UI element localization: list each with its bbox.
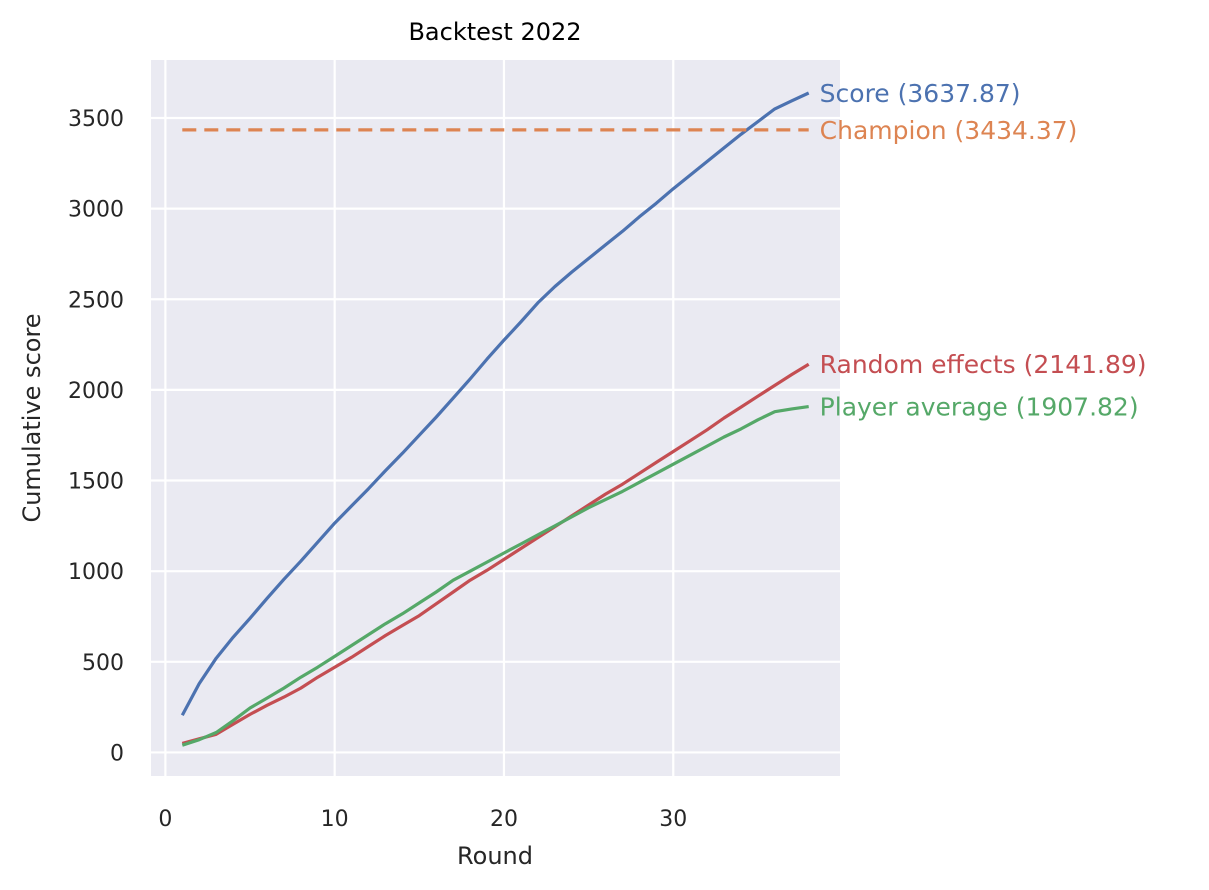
y-axis-label: Cumulative score: [18, 313, 46, 522]
end-label-score: Score (3637.87): [820, 79, 1021, 108]
y-tick-label: 500: [82, 651, 124, 676]
x-tick-label: 30: [659, 807, 687, 832]
x-axis-label: Round: [457, 842, 533, 870]
series-layer: [180, 91, 810, 747]
end-label-champion: Champion (3434.37): [820, 116, 1078, 145]
end-labels: Score (3637.87) Champion (3434.37) Random …: [820, 79, 1147, 422]
plot-background: [151, 60, 840, 776]
tick-labels: 0 10 20 30 0 500 1000 1500 2000 2500 3000 3500: [68, 107, 687, 832]
x-tick-label: 0: [158, 807, 172, 832]
y-tick-label: 2500: [68, 288, 124, 313]
y-tick-label: 3500: [68, 107, 124, 132]
series-line-player-average: [181, 405, 809, 747]
series-line-random-effects: [181, 362, 810, 745]
y-tick-label: 1000: [68, 560, 124, 585]
y-tick-label: 0: [110, 741, 124, 766]
x-tick-label: 10: [321, 807, 349, 832]
y-tick-label: 2000: [68, 379, 124, 404]
y-tick-label: 3000: [68, 198, 124, 223]
x-tick-label: 20: [490, 807, 518, 832]
end-label-player-average: Player average (1907.82): [820, 393, 1139, 422]
chart-title: Backtest 2022: [408, 18, 581, 46]
end-label-random-effects: Random effects (2141.89): [820, 350, 1147, 379]
series-line-score: [180, 91, 810, 717]
grid: [151, 60, 840, 776]
y-tick-label: 1500: [68, 470, 124, 495]
